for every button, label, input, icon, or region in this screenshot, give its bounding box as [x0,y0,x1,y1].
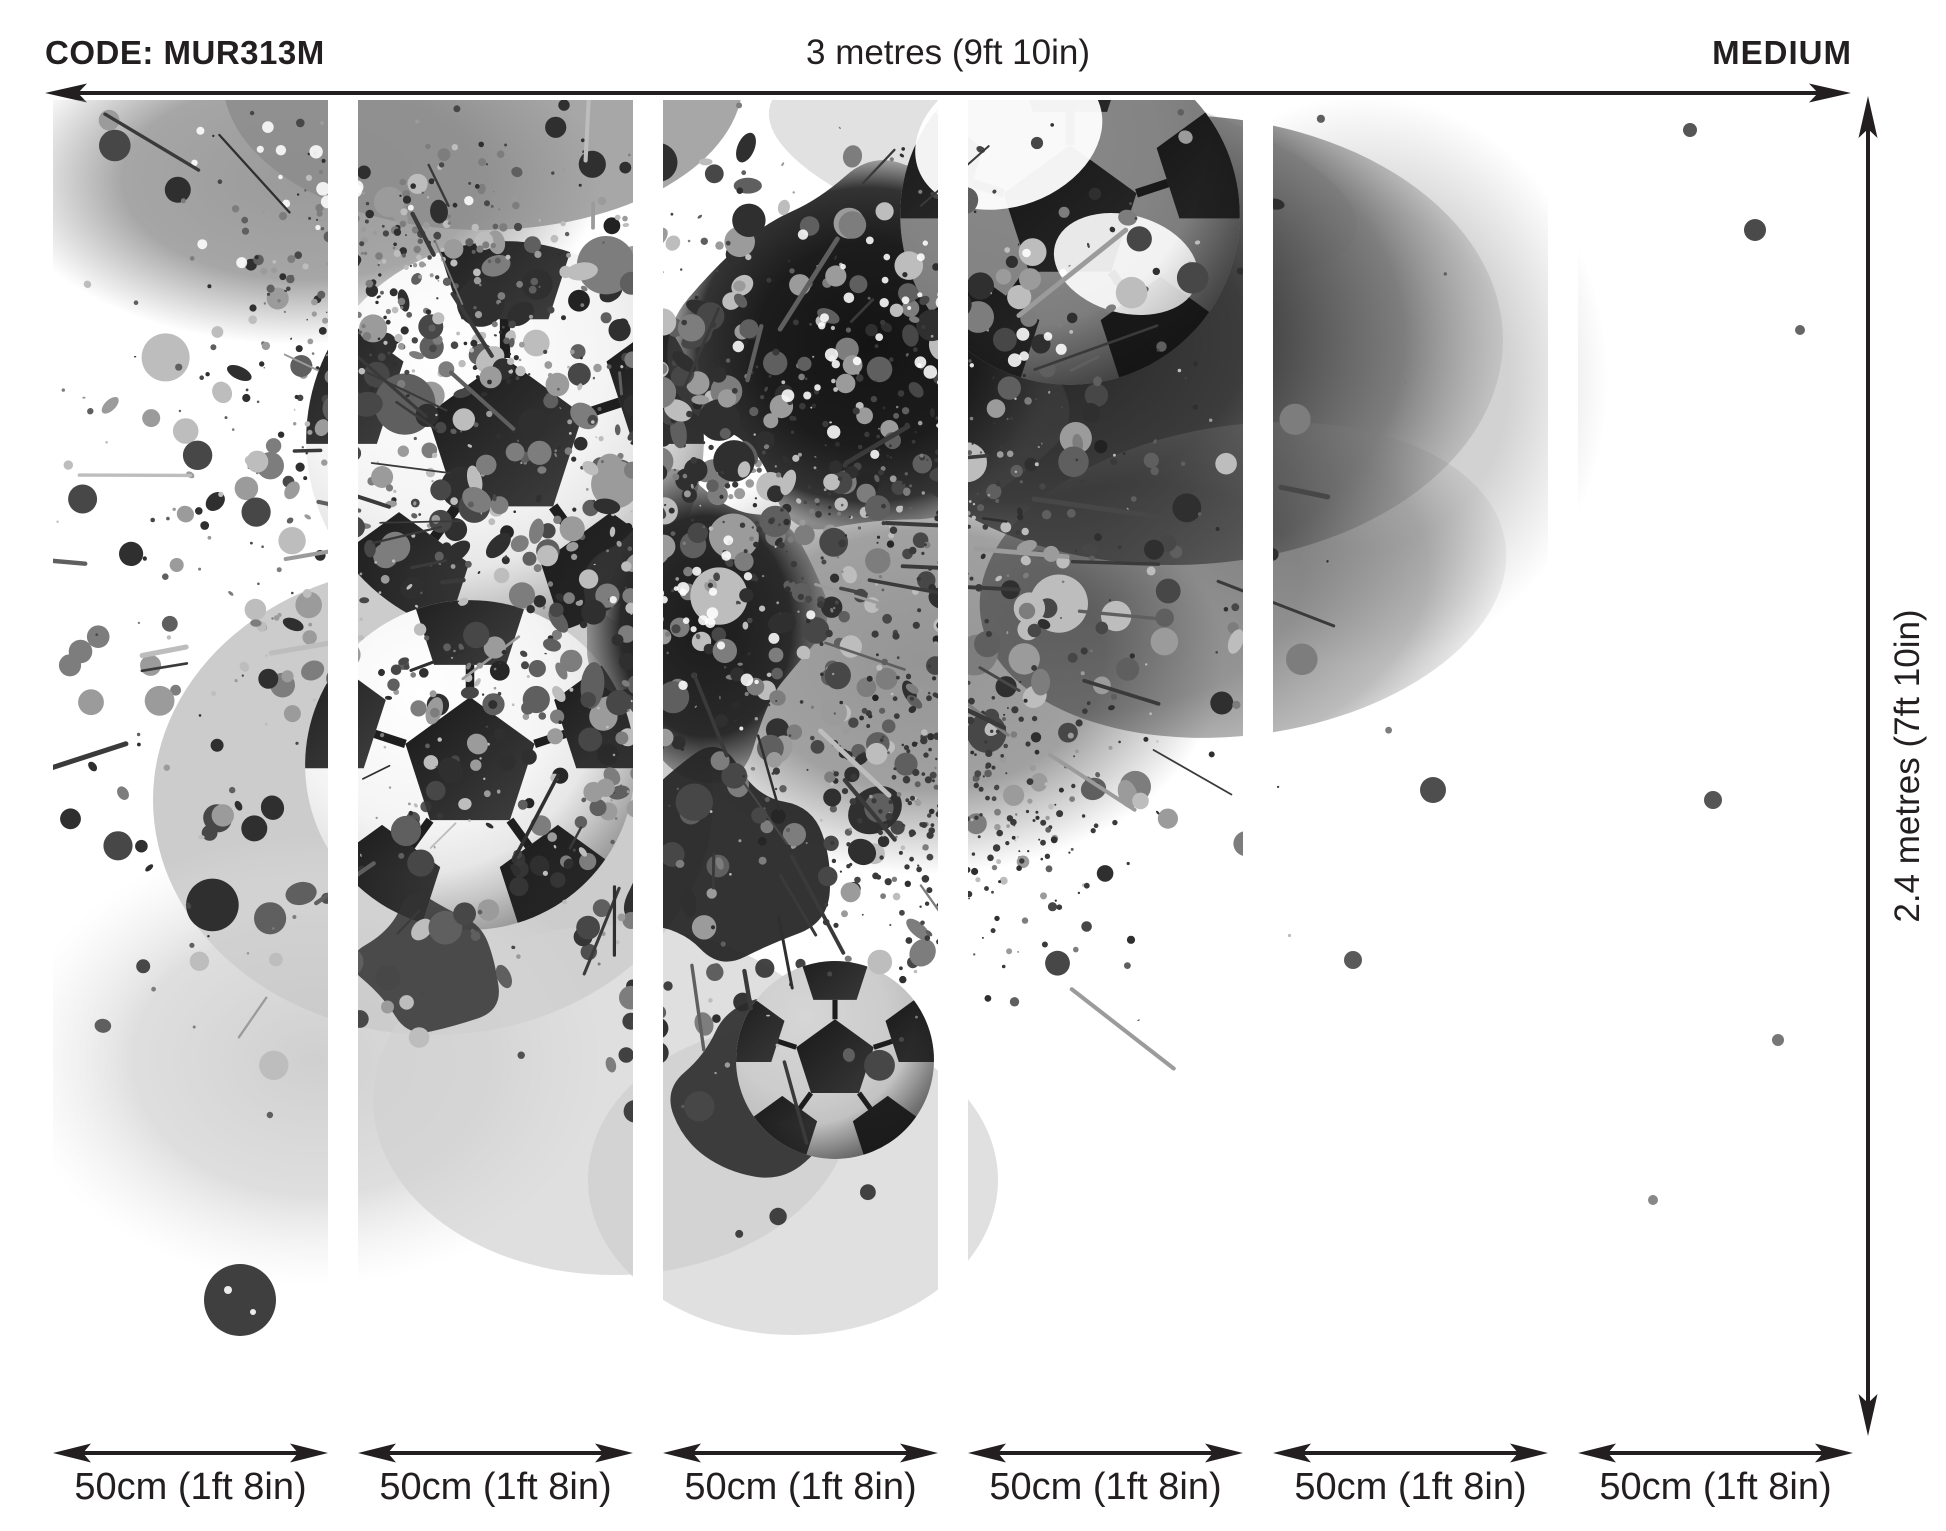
height-dimension-label: 2.4 metres (7ft 10in) [1888,609,1927,923]
soccer-ball-small [715,934,956,1163]
panel-gaps [328,95,1578,1433]
panel-5-width-arrow-icon [1273,1443,1548,1463]
paint-splatter [41,65,1448,1145]
panel-gap [633,95,663,1433]
width-dimension-arrow-icon [45,83,1851,103]
panel-gap [938,95,968,1433]
panel-1-width-arrow-icon [53,1443,328,1463]
panel-2-width-arrow-icon [358,1443,633,1463]
mural-preview [3,0,1853,1433]
panel-gap [1548,95,1578,1433]
panel-4-width-arrow-icon [968,1443,1243,1463]
panel-3-width-arrow-icon [663,1443,938,1463]
panel-2-width-label: 50cm (1ft 8in) [379,1466,612,1508]
total-width-label: 3 metres (9ft 10in) [806,33,1090,72]
accent-dots [204,123,1805,1336]
product-code: CODE: MUR313M [45,34,325,71]
panel-gap [1243,95,1273,1433]
panel-gap [328,95,358,1433]
mural-artwork [3,0,1805,1433]
size-badge: MEDIUM [1712,34,1852,71]
panel-6-width-label: 50cm (1ft 8in) [1599,1466,1832,1508]
panel-5-width-label: 50cm (1ft 8in) [1294,1466,1527,1508]
height-dimension-arrow-icon [1858,96,1878,1436]
panel-4-width-label: 50cm (1ft 8in) [989,1466,1222,1508]
panel-6-width-arrow-icon [1578,1443,1853,1463]
panel-3-width-label: 50cm (1ft 8in) [684,1466,917,1508]
panel-1-width-label: 50cm (1ft 8in) [74,1466,307,1508]
